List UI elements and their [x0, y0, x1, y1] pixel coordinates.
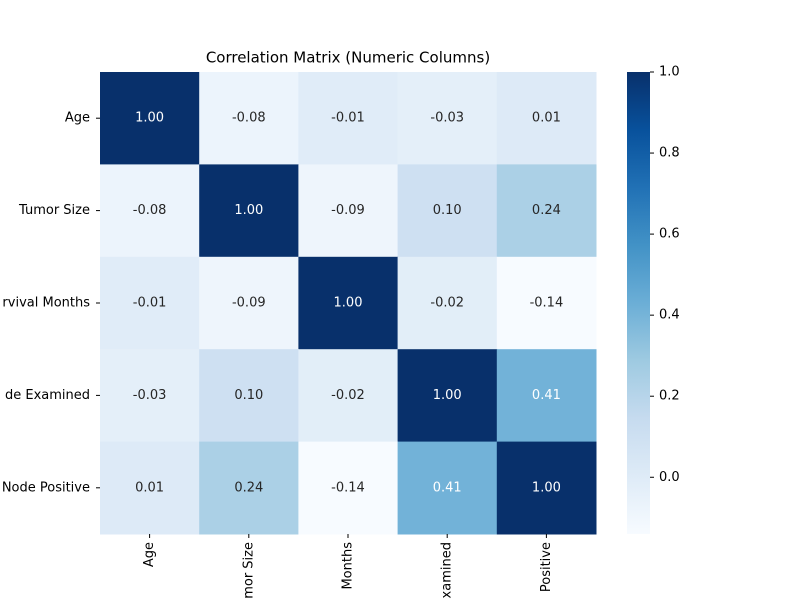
- colorbar: [627, 72, 650, 534]
- colorbar-tick-label: 0.4: [659, 308, 680, 323]
- cell-label: -0.14: [331, 480, 365, 495]
- cell-label: 0.10: [234, 388, 263, 403]
- cell-label: -0.02: [430, 296, 464, 311]
- heatmap-cell: [397, 441, 498, 535]
- cell-label: 0.24: [532, 203, 561, 218]
- heatmap-cell: [100, 441, 200, 535]
- x-tick-label: Months: [341, 542, 356, 590]
- heatmap-cell: [496, 441, 597, 535]
- heatmap-cell: [298, 164, 399, 258]
- heatmap-cell: [298, 349, 399, 443]
- cell-label: -0.01: [331, 111, 365, 126]
- colorbar-tick-label: 0.0: [659, 470, 680, 485]
- cell-label: 1.00: [135, 111, 164, 126]
- x-tick-label: Age: [142, 542, 157, 567]
- heatmap-cell: [199, 256, 299, 350]
- heatmap-cell: [100, 349, 200, 443]
- colorbar-tick-label: 0.6: [659, 227, 680, 242]
- cell-label: 1.00: [433, 388, 462, 403]
- y-tick-label: de Examined: [5, 388, 90, 403]
- heatmap-cell: [496, 349, 597, 443]
- cell-label: -0.01: [133, 296, 167, 311]
- cell-label: -0.09: [232, 296, 266, 311]
- y-tick-label: Tumor Size: [18, 203, 90, 218]
- cell-label: 1.00: [334, 296, 363, 311]
- cell-label: 0.41: [532, 388, 561, 403]
- heatmap-cell: [496, 72, 597, 165]
- x-tick-label: Positive: [539, 542, 554, 592]
- colorbar-tick-label: 0.2: [659, 389, 680, 404]
- heatmap-cell: [397, 72, 498, 165]
- heatmap-cell: [397, 349, 498, 443]
- heatmap-cell: [199, 441, 299, 535]
- cell-label: -0.14: [530, 296, 564, 311]
- heatmap-cell: [199, 349, 299, 443]
- cell-label: 0.01: [532, 111, 561, 126]
- cell-label: -0.08: [232, 111, 266, 126]
- heatmap-cell: [100, 164, 200, 258]
- cell-label: -0.03: [430, 111, 464, 126]
- heatmap-cell: [298, 256, 399, 350]
- colorbar-tick-label: 0.8: [659, 146, 680, 161]
- y-tick-label: Node Positive: [2, 480, 90, 495]
- chart-title: Correlation Matrix (Numeric Columns): [206, 49, 490, 67]
- heatmap-cell: [496, 256, 597, 350]
- heatmap-cell: [100, 256, 200, 350]
- cell-label: 1.00: [532, 480, 561, 495]
- heatmap-cell: [298, 72, 399, 165]
- cell-label: 0.01: [135, 480, 164, 495]
- cell-label: -0.08: [133, 203, 167, 218]
- cell-label: 1.00: [234, 203, 263, 218]
- cell-label: 0.24: [234, 480, 263, 495]
- cell-label: 0.41: [433, 480, 462, 495]
- cell-label: -0.09: [331, 203, 365, 218]
- x-tick-label: xamined: [440, 542, 455, 598]
- heatmap-cell: [199, 164, 299, 258]
- cell-label: -0.03: [133, 388, 167, 403]
- colorbar-tick-label: 1.0: [659, 65, 680, 80]
- cell-label: -0.02: [331, 388, 365, 403]
- heatmap-cell: [397, 256, 498, 350]
- y-tick-label: Age: [65, 111, 90, 126]
- heatmap-cell: [496, 164, 597, 258]
- heatmap-cell: [100, 72, 200, 165]
- heatmap-cell: [199, 72, 299, 165]
- y-tick-label: rvival Months: [2, 296, 90, 311]
- heatmap-cell: [298, 441, 399, 535]
- heatmap-cell: [397, 164, 498, 258]
- x-tick-label: mor Size: [241, 542, 256, 599]
- cell-label: 0.10: [433, 203, 462, 218]
